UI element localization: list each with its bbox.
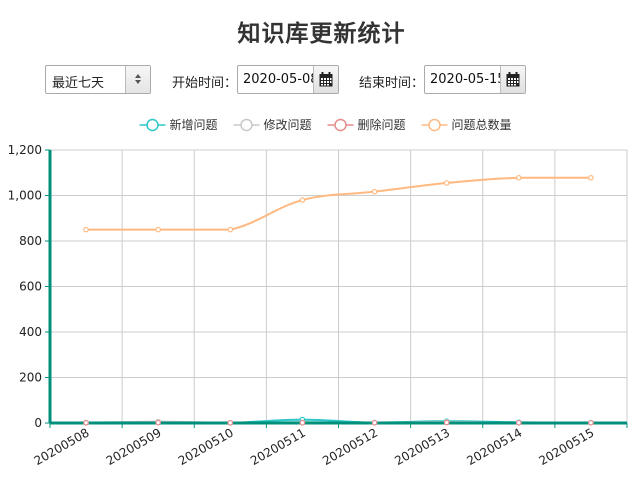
data-point [588, 419, 594, 426]
y-tick-label: 200 [19, 371, 42, 385]
data-point [443, 180, 450, 186]
legend-item[interactable]: 新增问题 [139, 117, 218, 132]
calendar-icon[interactable] [500, 66, 525, 93]
legend-label: 新增问题 [170, 117, 218, 132]
date-range-select[interactable]: 最近七天 [45, 65, 151, 94]
end-time-label: 结束时间： [359, 76, 425, 91]
legend-swatch-marker [428, 118, 441, 132]
data-point [371, 188, 378, 195]
data-point [516, 419, 522, 426]
page-title: 知识库更新统计 [237, 20, 406, 47]
end-date-input[interactable]: 2020-05-15 [424, 65, 526, 94]
chart-grid [50, 149, 628, 423]
data-point [227, 419, 234, 426]
end-date-value: 2020-05-15 [430, 72, 506, 87]
chart-axes [45, 149, 628, 428]
legend-label: 修改问题 [264, 117, 312, 132]
calendar-icon[interactable] [313, 66, 338, 93]
legend-swatch-marker [146, 118, 159, 132]
up-down-arrows-icon[interactable] [125, 66, 150, 93]
y-tick-label: 1,000 [8, 189, 42, 203]
legend-item[interactable]: 问题总数量 [421, 117, 512, 132]
chart-points [83, 174, 594, 426]
x-tick-label: 20200514 [464, 425, 524, 468]
start-time-label: 开始时间： [172, 76, 238, 91]
data-point [443, 419, 450, 426]
x-tick-label: 20200511 [248, 425, 308, 468]
data-point [588, 174, 594, 181]
data-point [516, 174, 522, 181]
data-point [155, 226, 161, 233]
x-tick-label: 20200508 [32, 425, 92, 468]
filter-bar: 最近七天 开始时间： 2020-05-08 结束时间： 2020-05-15 [0, 64, 643, 96]
data-point [299, 419, 306, 426]
x-tick-label: 20200512 [320, 425, 380, 468]
y-tick-label: 600 [19, 280, 42, 294]
legend-item[interactable]: 修改问题 [233, 117, 312, 132]
start-date-input[interactable]: 2020-05-08 [237, 65, 339, 94]
legend-item[interactable]: 删除问题 [327, 117, 406, 132]
legend-swatch-marker [334, 118, 347, 132]
x-tick-label: 20200513 [392, 425, 452, 468]
legend-label: 删除问题 [358, 117, 406, 132]
y-tick-label: 0 [34, 416, 42, 430]
x-tick-label: 20200509 [104, 425, 164, 468]
y-axis-labels: 0 200 400 600 800 1,000 1,200 [8, 143, 42, 430]
start-date-value: 2020-05-08 [243, 72, 319, 87]
legend-swatch-marker [240, 118, 253, 132]
chart-legend[interactable]: 新增问题 修改问题 删除问题 问题总数量 [139, 117, 512, 132]
data-point [227, 226, 234, 233]
series-line-3 [86, 176, 591, 231]
x-tick-label: 20200510 [176, 425, 236, 468]
y-tick-label: 400 [19, 325, 42, 339]
date-range-select-value: 最近七天 [52, 76, 105, 91]
legend-label: 问题总数量 [452, 117, 512, 132]
data-point [83, 419, 89, 426]
y-tick-label: 800 [19, 234, 42, 248]
data-point [155, 419, 161, 426]
data-point [299, 197, 306, 203]
data-point [371, 419, 378, 426]
y-tick-label: 1,200 [8, 143, 42, 157]
data-point [83, 226, 89, 233]
x-axis-labels: 20200508 20200509 20200510 20200511 20200512… [32, 425, 597, 468]
x-tick-label: 20200515 [537, 425, 597, 468]
